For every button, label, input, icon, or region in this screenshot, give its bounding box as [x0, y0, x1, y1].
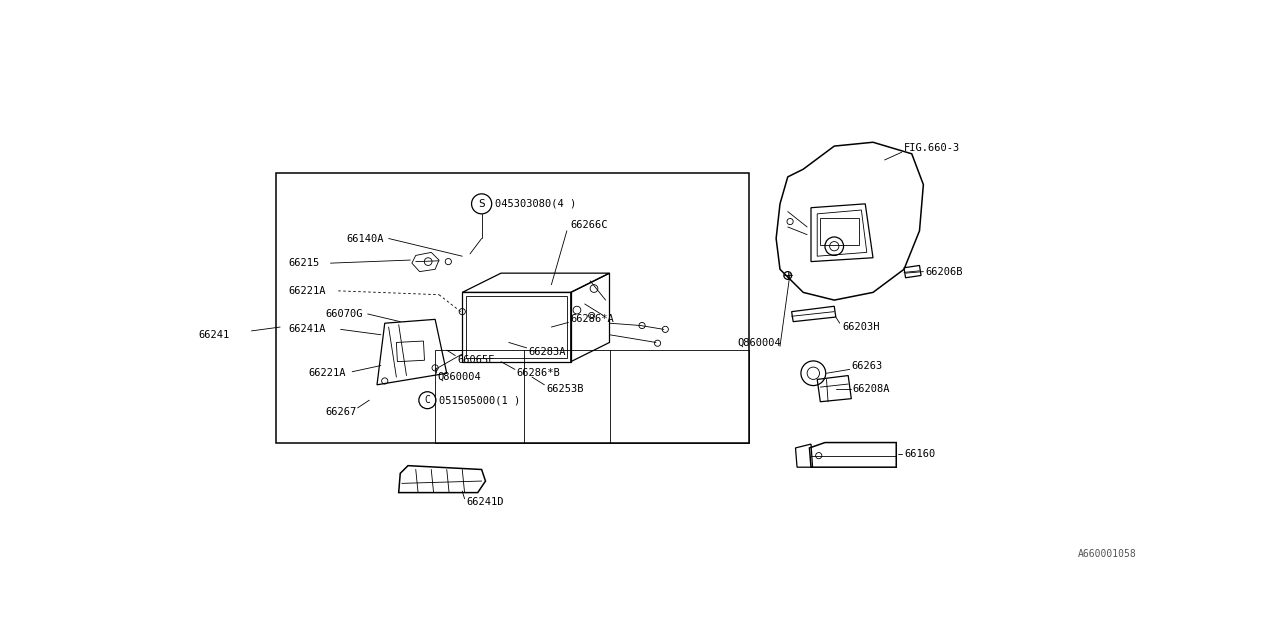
Bar [466, 296, 567, 358]
Text: 66286*B: 66286*B [517, 368, 561, 378]
Text: S: S [479, 199, 485, 209]
Text: Q860004: Q860004 [438, 372, 481, 382]
Bar [276, 173, 749, 442]
Text: 66253B: 66253B [547, 383, 584, 394]
Text: 66241A: 66241A [289, 324, 326, 334]
Text: 66283A: 66283A [529, 348, 566, 358]
Text: 66208A: 66208A [852, 383, 890, 394]
Text: 66286*A: 66286*A [571, 314, 614, 324]
Text: C: C [425, 395, 430, 405]
Text: 66266C: 66266C [571, 220, 608, 230]
Text: 66206B: 66206B [925, 267, 964, 276]
Text: 66241: 66241 [198, 330, 230, 340]
Text: 66065E: 66065E [458, 355, 495, 365]
Text: 66221A: 66221A [289, 286, 326, 296]
Bar [435, 350, 749, 442]
Text: FIG.660-3: FIG.660-3 [904, 143, 960, 152]
Text: 051505000(1 ): 051505000(1 ) [439, 395, 520, 405]
Text: 66221A: 66221A [308, 368, 347, 378]
Text: 66203H: 66203H [842, 322, 879, 332]
Text: 66267: 66267 [325, 407, 356, 417]
Text: Q860004: Q860004 [737, 337, 781, 348]
Text: 66160: 66160 [904, 449, 936, 459]
Bar [397, 341, 425, 362]
Text: 045303080(4 ): 045303080(4 ) [495, 199, 576, 209]
Text: 66241D: 66241D [466, 497, 503, 507]
Text: 66215: 66215 [289, 258, 320, 268]
Text: A660001058: A660001058 [1078, 549, 1137, 559]
Bar [820, 218, 859, 244]
Text: 66140A: 66140A [346, 234, 384, 243]
Text: 66070G: 66070G [325, 309, 362, 319]
Text: 66263: 66263 [851, 360, 882, 371]
